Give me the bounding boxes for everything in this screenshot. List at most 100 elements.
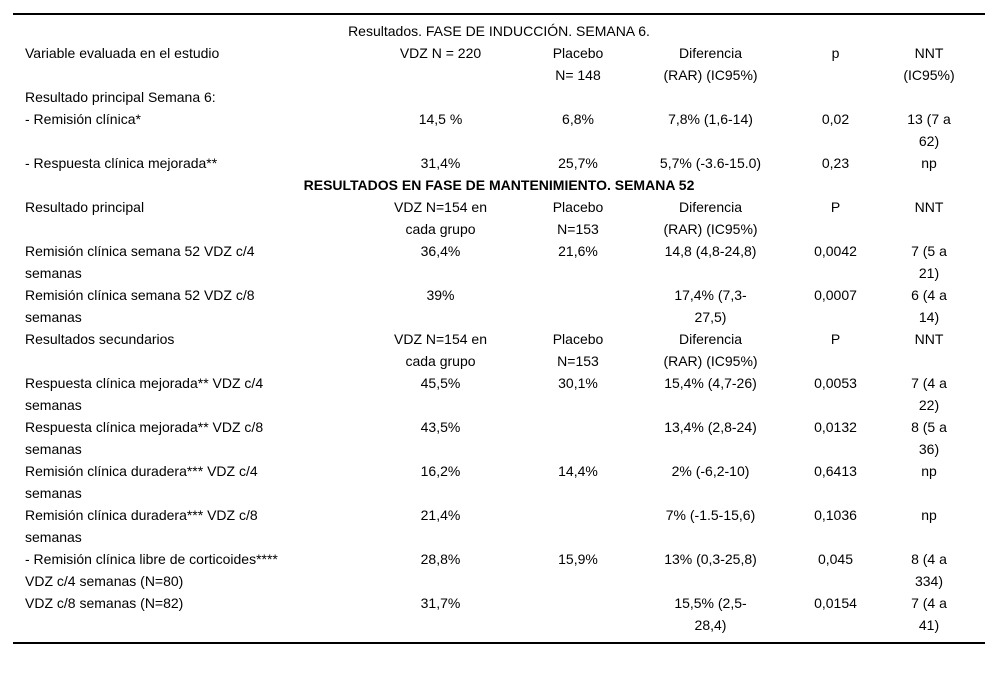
cell-p: 0,0007 xyxy=(814,287,857,303)
table-row: Remisión clínica semana 52 VDZ c/8 seman… xyxy=(13,284,985,328)
cell-nnt: np xyxy=(921,463,937,479)
cell-nnt xyxy=(873,86,985,108)
table-row: Remisión clínica duradera*** VDZ c/8 sem… xyxy=(13,504,985,548)
cell-variable: Remisión clínica duradera*** VDZ c/4 sem… xyxy=(25,463,258,501)
cell-placebo: 21,6% xyxy=(558,243,598,259)
cell-vdz: 36,4% xyxy=(420,243,461,259)
cell-vdz: 43,5% xyxy=(420,419,461,435)
cell-diferencia: 2% (-6,2-10) xyxy=(671,463,750,479)
cell-placebo xyxy=(533,416,623,460)
column-header-diferencia: Diferencia (RAR) (IC95%) xyxy=(663,331,758,369)
cell-p: 0,0132 xyxy=(814,419,857,435)
cell-vdz: 31,7% xyxy=(420,595,461,611)
cell-placebo: 14,4% xyxy=(558,463,598,479)
column-header-placebo: Placebo N=153 xyxy=(552,331,604,369)
cell-diferencia: 13% (0,3-25,8) xyxy=(664,551,757,567)
column-header-p: P xyxy=(830,199,841,215)
subheader-row-secundarios: Resultados secundarios VDZ N=154 en cada… xyxy=(13,328,985,372)
column-header-variable: Variable evaluada en el estudio xyxy=(25,45,220,61)
cell-placebo xyxy=(533,284,623,328)
cell-p: 0,1036 xyxy=(814,507,857,523)
induction-section-row: Resultados. FASE DE INDUCCIÓN. SEMANA 6. xyxy=(13,20,985,42)
cell-placebo: 30,1% xyxy=(558,375,598,391)
cell-diferencia: 7% (-1.5-15,6) xyxy=(665,507,756,523)
cell-variable: - Remisión clínica libre de corticoides*… xyxy=(25,551,278,589)
cell-diferencia: 17,4% (7,3- 27,5) xyxy=(674,287,747,325)
cell-vdz: 39% xyxy=(426,287,455,303)
cell-placebo: 15,9% xyxy=(558,551,598,567)
cell-variable: - Respuesta clínica mejorada** xyxy=(25,155,218,171)
cell-p: 0,0042 xyxy=(814,243,857,259)
table-row: - Remisión clínica* 14,5 % 6,8% 7,8% (1,… xyxy=(13,108,985,152)
column-header-vdz: VDZ N=154 en cada grupo xyxy=(394,199,487,237)
cell-vdz xyxy=(348,86,533,108)
cell-placebo xyxy=(533,592,623,636)
cell-diferencia: 14,8 (4,8-24,8) xyxy=(664,243,757,259)
cell-vdz: 31,4% xyxy=(420,155,461,171)
table-row: Respuesta clínica mejorada** VDZ c/4 sem… xyxy=(13,372,985,416)
cell-placebo xyxy=(533,504,623,548)
column-header-placebo: Placebo N= 148 xyxy=(552,45,604,83)
cell-variable: Respuesta clínica mejorada** VDZ c/4 sem… xyxy=(25,375,264,413)
cell-nnt: 7 (4 a 22) xyxy=(911,375,947,413)
table-header-row: Variable evaluada en el estudio VDZ N = … xyxy=(13,42,985,86)
cell-p: 0,23 xyxy=(821,155,850,171)
column-header-nnt: NNT xyxy=(914,199,944,215)
cell-p xyxy=(798,86,873,108)
column-header-diferencia: Diferencia (RAR) (IC95%) xyxy=(663,199,758,237)
cell-vdz: 45,5% xyxy=(420,375,461,391)
cell-variable: Respuesta clínica mejorada** VDZ c/8 sem… xyxy=(25,419,264,457)
table-row: Resultado principal Semana 6: xyxy=(13,86,985,108)
table-row: - Remisión clínica libre de corticoides*… xyxy=(13,548,985,592)
subheader-row-principal: Resultado principal VDZ N=154 en cada gr… xyxy=(13,196,985,240)
column-header-nnt: NNT (IC95%) xyxy=(903,45,955,83)
column-header-diferencia: Diferencia (RAR) (IC95%) xyxy=(663,45,758,83)
cell-diferencia: 13,4% (2,8-24) xyxy=(664,419,757,435)
column-header-p: P xyxy=(830,331,841,347)
cell-variable: Remisión clínica duradera*** VDZ c/8 sem… xyxy=(25,507,258,545)
cell-variable: VDZ c/8 semanas (N=82) xyxy=(25,595,184,611)
cell-variable: Resultado principal Semana 6: xyxy=(25,89,216,105)
cell-p: 0,02 xyxy=(821,111,850,127)
cell-nnt: 8 (4 a 334) xyxy=(911,551,947,589)
table-row: Remisión clínica duradera*** VDZ c/4 sem… xyxy=(13,460,985,504)
cell-diferencia: 15,5% (2,5- 28,4) xyxy=(674,595,747,633)
table-row: VDZ c/8 semanas (N=82) 31,7% 15,5% (2,5-… xyxy=(13,592,985,636)
column-header-variable: Resultado principal xyxy=(25,199,145,215)
table-row: Remisión clínica semana 52 VDZ c/4 seman… xyxy=(13,240,985,284)
results-table-sheet: Resultados. FASE DE INDUCCIÓN. SEMANA 6.… xyxy=(13,13,985,644)
cell-variable: Remisión clínica semana 52 VDZ c/8 seman… xyxy=(25,287,255,325)
table-row: Respuesta clínica mejorada** VDZ c/8 sem… xyxy=(13,416,985,460)
cell-diferencia: 5,7% (-3.6-15.0) xyxy=(659,155,762,171)
cell-diferencia: 7,8% (1,6-14) xyxy=(668,111,753,127)
cell-p: 0,0154 xyxy=(814,595,857,611)
cell-nnt: np xyxy=(921,155,937,171)
cell-vdz: 28,8% xyxy=(420,551,461,567)
cell-placebo: 25,7% xyxy=(558,155,598,171)
table-row: - Respuesta clínica mejorada** 31,4% 25,… xyxy=(13,152,985,174)
cell-nnt: 8 (5 a 36) xyxy=(911,419,947,457)
column-header-vdz: VDZ N = 220 xyxy=(399,45,482,61)
cell-placebo: 6,8% xyxy=(562,111,594,127)
column-header-p: p xyxy=(831,45,840,61)
maintenance-section-title: RESULTADOS EN FASE DE MANTENIMIENTO. SEM… xyxy=(303,177,695,193)
cell-diferencia: 15,4% (4,7-26) xyxy=(664,375,757,391)
cell-nnt: 6 (4 a 14) xyxy=(911,287,947,325)
clinical-results-table: Resultados. FASE DE INDUCCIÓN. SEMANA 6.… xyxy=(13,20,985,636)
cell-variable: - Remisión clínica* xyxy=(25,111,141,127)
cell-vdz: 16,2% xyxy=(420,463,461,479)
cell-placebo xyxy=(533,86,623,108)
cell-nnt: 7 (5 a 21) xyxy=(911,243,947,281)
cell-vdz: 21,4% xyxy=(420,507,461,523)
cell-nnt: 13 (7 a 62) xyxy=(907,111,951,149)
cell-p: 0,045 xyxy=(817,551,854,567)
cell-p: 0,6413 xyxy=(814,463,857,479)
column-header-variable: Resultados secundarios xyxy=(25,331,175,347)
column-header-nnt: NNT xyxy=(914,331,944,347)
cell-nnt: np xyxy=(921,507,937,523)
maintenance-section-row: RESULTADOS EN FASE DE MANTENIMIENTO. SEM… xyxy=(13,174,985,196)
cell-variable: Remisión clínica semana 52 VDZ c/4 seman… xyxy=(25,243,255,281)
column-header-vdz: VDZ N=154 en cada grupo xyxy=(394,331,487,369)
column-header-placebo: Placebo N=153 xyxy=(552,199,604,237)
induction-section-title: Resultados. FASE DE INDUCCIÓN. SEMANA 6. xyxy=(348,23,650,39)
